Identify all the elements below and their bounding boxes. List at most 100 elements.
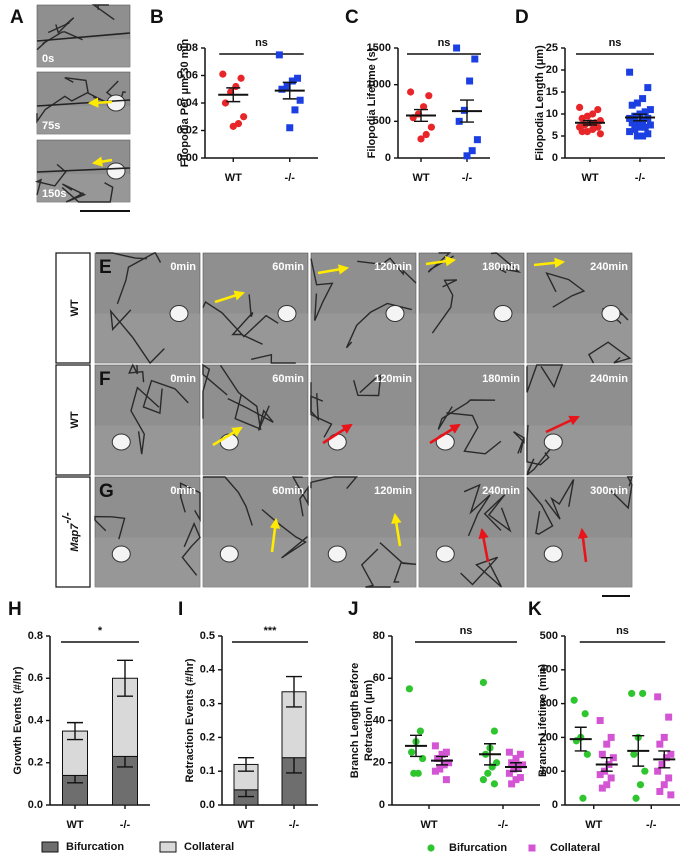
data-point (237, 74, 245, 82)
y-tick-label: 0.4 (200, 664, 216, 676)
y-tick-label: 1500 (367, 42, 391, 54)
y-axis-label: Branch Length Before (349, 663, 361, 779)
y-tick-label: 0.00 (177, 152, 198, 164)
data-point (578, 128, 586, 136)
data-point (484, 769, 492, 777)
image-shade (203, 537, 308, 587)
y-tick-label: 0.06 (177, 69, 198, 81)
y-axis-label: Filopodia Length (μm) (534, 45, 546, 161)
data-point (219, 70, 227, 78)
data-point (479, 776, 487, 784)
yellow-arrow (269, 517, 281, 553)
data-point (505, 748, 513, 756)
data-point (510, 765, 518, 773)
x-tick-label: -/- (646, 819, 657, 831)
image-shade (419, 425, 524, 475)
neurite (62, 183, 87, 203)
legend-label: Collateral (184, 841, 234, 853)
data-point (639, 689, 647, 698)
x-tick-label: WT (412, 172, 429, 184)
time-label: 60min (272, 261, 304, 273)
neurite (526, 446, 553, 476)
cell-body (111, 433, 131, 451)
data-point (641, 108, 649, 116)
neurite (130, 386, 160, 455)
neurite (310, 382, 320, 422)
micrograph (94, 476, 201, 588)
image-shade (203, 313, 308, 363)
neurite (36, 167, 131, 173)
data-point (607, 733, 615, 741)
data-point (512, 755, 520, 763)
micrograph (418, 364, 525, 476)
data-point (633, 132, 641, 140)
data-point (438, 750, 446, 758)
data-point (631, 112, 639, 120)
neurite (379, 542, 417, 583)
y-tick-label: 0.5 (200, 630, 215, 642)
data-point (416, 727, 424, 735)
error-bar (484, 743, 496, 766)
data-point (633, 99, 641, 107)
y-tick-label: 20 (546, 64, 558, 76)
row-label: Map7-/- (60, 512, 81, 551)
x-tick-label: WT (585, 819, 602, 831)
data-point (644, 130, 652, 138)
data-point (408, 748, 416, 756)
neurite (587, 341, 632, 364)
y-tick-label: 0 (385, 152, 391, 164)
micrograph (418, 476, 525, 588)
y-tick-label: 400 (540, 664, 558, 676)
x-tick-label: -/- (285, 172, 296, 184)
significance-label: *** (264, 625, 278, 637)
micrograph (418, 252, 525, 364)
y-tick-label: 0.4 (28, 714, 44, 726)
y-tick-label: 0.2 (28, 757, 43, 769)
data-point (656, 740, 664, 748)
neurite (179, 482, 201, 523)
data-point (436, 765, 444, 773)
neurite (36, 32, 131, 42)
micrograph (94, 363, 201, 476)
data-point (628, 689, 636, 698)
y-tick-label: 20 (373, 757, 385, 769)
red-arrow (577, 527, 589, 563)
legend-label: Bifurcation (66, 841, 124, 853)
y-tick-label: 15 (546, 86, 558, 98)
time-label: 240min (590, 373, 628, 385)
image-shade (95, 425, 200, 475)
neurite (545, 271, 586, 308)
data-point (609, 754, 617, 762)
panel-letter: C (345, 7, 359, 28)
yellow-arrow (214, 290, 245, 304)
cell-body (385, 305, 405, 322)
panel-letter: J (348, 599, 359, 620)
neurite (47, 17, 75, 35)
y-tick-label: 40 (373, 714, 385, 726)
data-point (641, 123, 649, 131)
data-point (471, 55, 479, 63)
data-point (603, 781, 611, 789)
data-point (463, 152, 471, 160)
y-tick-label: 80 (373, 630, 385, 642)
x-tick-label: -/- (498, 819, 509, 831)
neurite (291, 476, 309, 517)
time-label: 120min (374, 373, 412, 385)
error-bar (460, 99, 474, 123)
error-bar (632, 735, 645, 767)
panel-letter: G (99, 481, 114, 502)
yellow-arrow (391, 512, 402, 547)
image-shade (419, 537, 524, 587)
data-point (479, 678, 487, 687)
data-point (442, 776, 450, 784)
data-point (420, 103, 428, 111)
neurite (437, 399, 496, 430)
data-point (417, 135, 425, 143)
error-bar (67, 721, 83, 741)
data-point (660, 733, 668, 741)
neurite (36, 99, 131, 107)
cell-body (106, 162, 126, 180)
neurite (446, 412, 502, 455)
row-label-box (55, 476, 91, 588)
data-point (628, 101, 636, 109)
